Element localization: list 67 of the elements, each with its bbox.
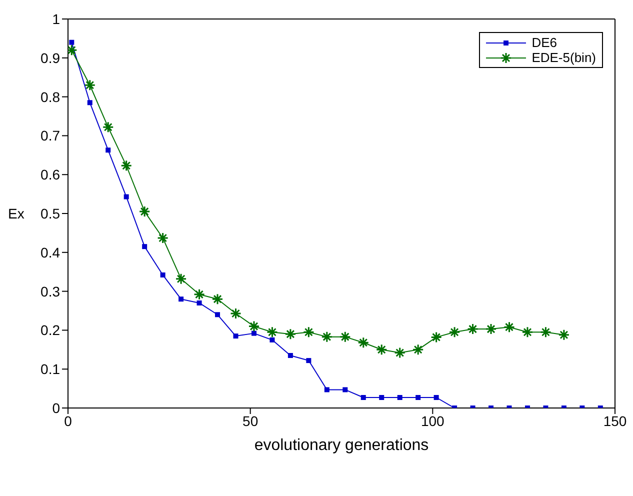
y-tick-label: 0.1 (40, 361, 60, 378)
point (233, 334, 238, 339)
point (540, 326, 552, 338)
point (430, 331, 442, 343)
x-axis-title: evolutionary generations (254, 437, 429, 454)
y-tick-label: 0.9 (40, 50, 60, 66)
point (215, 312, 220, 318)
point (194, 288, 206, 300)
point (360, 394, 366, 400)
point (416, 394, 421, 400)
point (306, 358, 312, 364)
point (248, 320, 260, 332)
point (251, 330, 256, 336)
y-tick-label: 0.2 (40, 322, 60, 338)
y-tick-label: 0.8 (40, 88, 60, 105)
point (69, 40, 74, 45)
point (394, 347, 406, 359)
point (321, 331, 333, 343)
point (358, 336, 370, 348)
y-tick-label: 0.7 (40, 128, 60, 144)
point (397, 394, 402, 400)
point (84, 79, 96, 91)
point (448, 326, 460, 338)
y-tick-label: 1 (52, 10, 60, 27)
point (412, 344, 424, 356)
x-tick-label: 100 (420, 412, 445, 429)
y-tick-label: 0.6 (40, 166, 60, 183)
point (558, 329, 570, 341)
y-tick-label: 0.5 (40, 205, 60, 222)
point (342, 387, 348, 392)
point (522, 326, 534, 338)
point (175, 273, 187, 285)
legend-label: EDE-5(bin) (532, 50, 596, 65)
point (142, 244, 148, 250)
point (87, 100, 92, 106)
point (266, 326, 278, 338)
legend-label: DE6 (532, 35, 557, 50)
point (302, 326, 314, 338)
point (106, 148, 111, 153)
x-tick-label: 0 (64, 412, 72, 429)
point (270, 337, 275, 342)
point (503, 321, 515, 333)
point (230, 308, 242, 320)
point (434, 394, 439, 400)
x-tick-label: 150 (603, 412, 627, 429)
point (485, 323, 497, 335)
point (124, 194, 129, 200)
point (339, 331, 351, 343)
y-axis-title: Ex (8, 205, 24, 222)
point (467, 323, 479, 335)
point (284, 328, 296, 340)
point (288, 352, 293, 358)
point (196, 300, 202, 306)
point (324, 387, 330, 392)
y-tick-label: 0.4 (40, 244, 60, 260)
x-tick-label: 50 (242, 412, 258, 429)
point (157, 232, 169, 244)
point (376, 344, 388, 356)
point (102, 121, 114, 133)
point (138, 206, 150, 218)
point (379, 394, 384, 400)
point (160, 272, 166, 278)
y-tick-label: 0 (52, 400, 60, 416)
point (178, 296, 184, 302)
point (120, 160, 132, 172)
point (212, 293, 224, 305)
y-tick-label: 0.3 (40, 283, 60, 300)
